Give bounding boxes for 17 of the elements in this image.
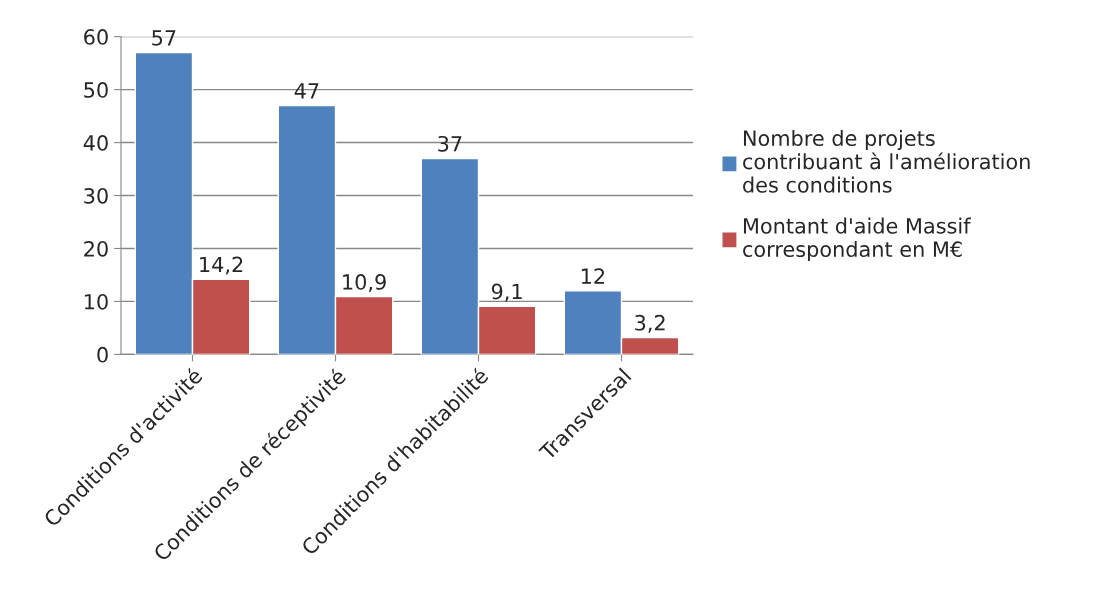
legend-label: Montant d'aide Massif correspondant en M€ (743, 217, 971, 262)
y-tick-label: 40 (83, 135, 108, 151)
data-label: 3,2 (635, 314, 665, 333)
data-label: 47 (294, 83, 319, 99)
y-tick-label: 30 (84, 187, 108, 204)
data-label: 14,2 (200, 256, 243, 275)
data-label: 10,9 (343, 274, 386, 292)
y-tick-label: 60 (84, 29, 108, 45)
y-tick-label: 20 (84, 240, 108, 257)
y-tick-label: 50 (84, 82, 108, 98)
legend-label: Nombre de projets contribuant à l'amélioration des conditions (743, 129, 1030, 193)
data-label: 12 (581, 268, 605, 284)
data-label: 9,1 (491, 283, 522, 302)
data-label: 37 (438, 135, 462, 152)
y-tick-label: 0 (97, 346, 108, 363)
y-tick-label: 10 (84, 293, 108, 310)
data-label: 57 (152, 30, 176, 46)
